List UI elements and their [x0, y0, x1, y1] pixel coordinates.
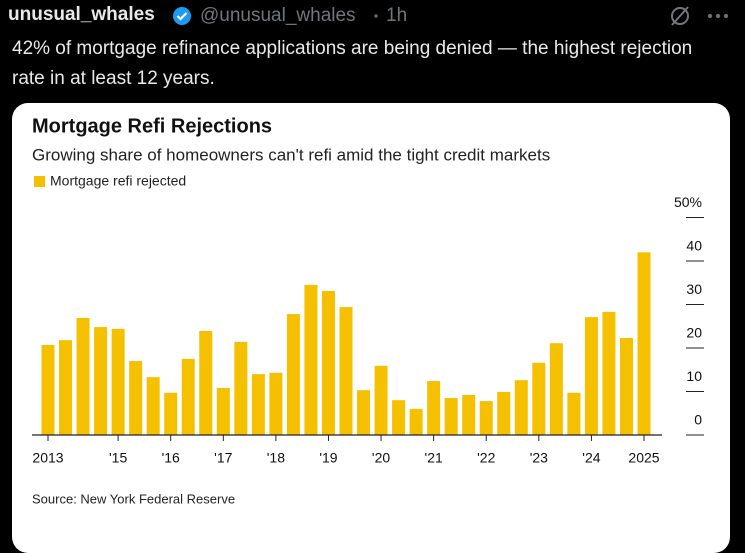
- x-tick-label: '24: [582, 450, 600, 466]
- y-tick-label: 20: [686, 325, 702, 341]
- bar: [567, 392, 581, 435]
- grok-icon[interactable]: [671, 6, 689, 26]
- author-name[interactable]: unusual_whales: [8, 4, 155, 25]
- bar: [637, 252, 651, 435]
- bar: [497, 391, 511, 435]
- tweet-text: 42% of mortgage refinance applications a…: [12, 38, 693, 89]
- y-tick-label: 30: [686, 281, 702, 297]
- bar: [357, 390, 371, 435]
- bar: [479, 401, 493, 435]
- y-tick-label: 40: [686, 238, 702, 254]
- bar: [339, 307, 353, 435]
- bar: [94, 327, 108, 435]
- bar: [251, 374, 265, 435]
- x-tick-label: '22: [477, 450, 495, 466]
- author-handle[interactable]: @unusual_whales: [200, 5, 356, 26]
- chart-source: Source: New York Federal Reserve: [32, 491, 235, 506]
- bar: [619, 337, 633, 435]
- chart-subtitle: Growing share of homeowners can't refi a…: [32, 145, 550, 164]
- bar: [602, 311, 616, 435]
- bar: [59, 340, 73, 435]
- y-tick-label: 50%: [674, 194, 702, 210]
- x-tick-label: '23: [530, 450, 548, 466]
- header-icons: [671, 6, 728, 26]
- bar: [549, 343, 563, 435]
- x-tick-label: 2025: [628, 450, 659, 466]
- bar: [164, 392, 178, 435]
- bar: [427, 381, 441, 435]
- bar: [374, 365, 388, 435]
- bar: [462, 394, 476, 435]
- bar: [321, 291, 335, 435]
- bar: [286, 314, 300, 435]
- bar: [444, 398, 458, 435]
- bar: [146, 377, 160, 435]
- bar: [199, 331, 213, 435]
- bar: [269, 372, 283, 435]
- bar: [111, 328, 125, 435]
- bar: [392, 400, 406, 435]
- x-tick-label: '19: [319, 450, 337, 466]
- chart: Mortgage Refi Rejections Growing share o…: [32, 115, 704, 506]
- bar: [129, 361, 143, 435]
- y-tick-label: 0: [694, 412, 702, 428]
- more-menu[interactable]: [708, 14, 728, 18]
- separator-dot: [374, 14, 378, 18]
- bar: [41, 344, 55, 435]
- bar: [234, 341, 248, 435]
- bar: [216, 388, 230, 435]
- x-tick-label: '16: [162, 450, 180, 466]
- chart-title: Mortgage Refi Rejections: [32, 115, 272, 137]
- bar: [76, 317, 90, 435]
- legend-label: Mortgage refi rejected: [50, 173, 186, 189]
- x-tick-label: '17: [214, 450, 232, 466]
- page: unusual_whales @unusual_whales 1h 42% of…: [8, 4, 730, 553]
- bar: [409, 408, 423, 435]
- bar: [584, 317, 598, 435]
- post-time[interactable]: 1h: [386, 5, 408, 26]
- bar: [181, 358, 195, 435]
- y-tick-label: 10: [686, 368, 702, 384]
- x-tick-label: '15: [109, 450, 127, 466]
- x-tick-label: '21: [425, 450, 443, 466]
- bar: [514, 380, 528, 435]
- x-tick-label: 2013: [32, 450, 63, 466]
- legend-swatch: [34, 176, 45, 187]
- x-tick-label: '20: [372, 450, 390, 466]
- bar: [532, 362, 546, 435]
- bar: [304, 284, 318, 435]
- verified-badge: [173, 7, 191, 25]
- x-tick-label: '18: [267, 450, 285, 466]
